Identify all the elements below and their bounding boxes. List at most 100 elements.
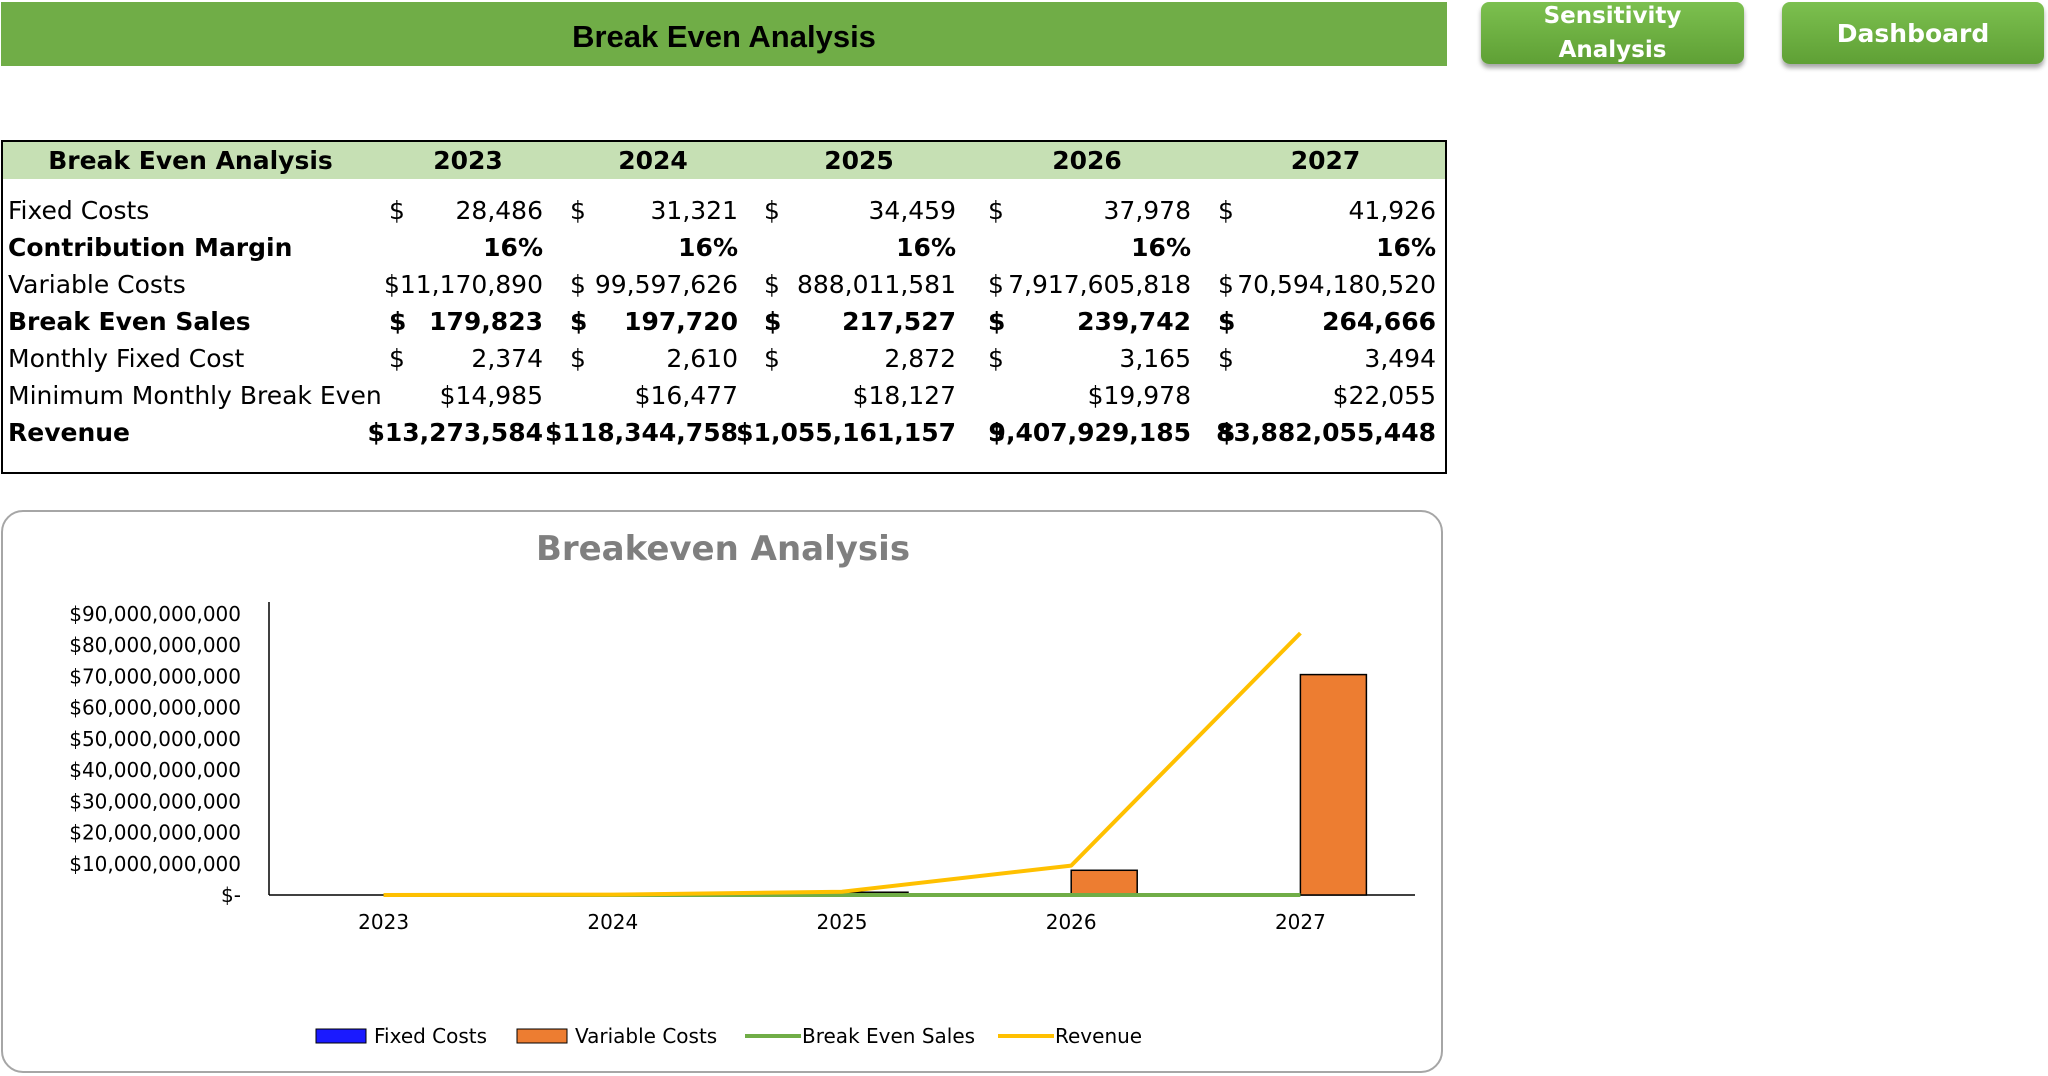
legend-swatch	[316, 1029, 366, 1043]
x-tick-label: 2027	[1275, 910, 1326, 934]
sensitivity-analysis-button[interactable]: Sensitivity Analysis	[1481, 2, 1744, 64]
line-revenue	[384, 633, 1301, 895]
table-cell: $22,055	[1218, 377, 1436, 414]
table-cell: $9,407,929,185	[988, 414, 1191, 451]
table-cell: $18,127	[764, 377, 956, 414]
table-cell: $37,978	[988, 192, 1191, 229]
table-cell: $3,494	[1218, 340, 1436, 377]
currency-symbol: $	[988, 303, 1005, 340]
cell-value: 179,823	[429, 303, 543, 340]
table-cell: $14,985	[389, 377, 543, 414]
row-label: Contribution Margin	[8, 229, 292, 266]
x-tick-label: 2023	[358, 910, 409, 934]
cell-value: 41,926	[1349, 192, 1436, 229]
table-row: Contribution Margin 16% 16% 16% 16% 16%	[3, 229, 1445, 266]
table-cell: 16%	[988, 229, 1191, 266]
table-row: Minimum Monthly Break Even $14,985 $16,477…	[3, 377, 1445, 414]
row-label: Minimum Monthly Break Even	[8, 377, 382, 414]
legend-label: Variable Costs	[575, 1024, 717, 1048]
table-cell: $83,882,055,448	[1218, 414, 1436, 451]
cell-value: 888,011,581	[797, 266, 956, 303]
currency-symbol: $	[389, 303, 406, 340]
table-cell: $3,165	[988, 340, 1191, 377]
cell-value: 28,486	[456, 192, 543, 229]
cell-value: $14,985	[440, 377, 543, 414]
table-row: Break Even Sales $179,823 $197,720 $217,527…	[3, 303, 1445, 340]
currency-symbol: $	[988, 340, 1004, 377]
cell-value: 70,594,180,520	[1237, 266, 1436, 303]
legend-label: Fixed Costs	[374, 1024, 487, 1048]
sensitivity-button-label-2: Analysis	[1544, 33, 1682, 67]
table-cell: 16%	[1218, 229, 1436, 266]
cell-value: 16%	[483, 229, 543, 266]
sensitivity-button-label-1: Sensitivity	[1544, 0, 1682, 33]
x-tick-label: 2026	[1046, 910, 1097, 934]
cell-value: 16%	[678, 229, 738, 266]
page-title: Break Even Analysis	[1, 2, 1447, 66]
row-label: Break Even Sales	[8, 303, 251, 340]
cell-value: $118,344,758	[545, 414, 738, 451]
cell-value: 239,742	[1077, 303, 1191, 340]
row-label: Fixed Costs	[8, 192, 149, 229]
table-cell: $2,872	[764, 340, 956, 377]
table-cell: $197,720	[570, 303, 738, 340]
table-cell: $99,597,626	[570, 266, 738, 303]
table-cell: $41,926	[1218, 192, 1436, 229]
dashboard-button[interactable]: Dashboard	[1782, 2, 2044, 64]
currency-symbol: $	[764, 340, 780, 377]
cell-value: 3,494	[1364, 340, 1436, 377]
cell-value: 2,610	[666, 340, 738, 377]
chart-svg: Breakeven Analysis $-$10,000,000,000$20,…	[3, 512, 1441, 1071]
legend-label: Revenue	[1055, 1024, 1142, 1048]
cell-value: $1,055,161,157	[736, 414, 956, 451]
dashboard-button-label: Dashboard	[1837, 19, 1989, 48]
currency-symbol: $	[570, 340, 586, 377]
year-header: 2024	[558, 142, 748, 179]
table-cell: $118,344,758	[570, 414, 738, 451]
bar-variable-costs	[1071, 870, 1137, 895]
cell-value: 99,597,626	[595, 266, 738, 303]
table-cell: 16%	[570, 229, 738, 266]
currency-symbol: $	[764, 266, 780, 303]
y-tick-label: $20,000,000,000	[69, 821, 241, 845]
table-cell: $239,742	[988, 303, 1191, 340]
table-cell: $217,527	[764, 303, 956, 340]
table-cell: $1,055,161,157	[764, 414, 956, 451]
table-cell: $28,486	[389, 192, 543, 229]
chart-title: Breakeven Analysis	[536, 529, 910, 569]
cell-value: $13,273,584	[367, 414, 543, 451]
year-header: 2025	[748, 142, 970, 179]
cell-value: 34,459	[869, 192, 956, 229]
legend-swatch	[517, 1029, 567, 1043]
bar-variable-costs	[1300, 675, 1366, 895]
currency-symbol: $	[570, 192, 586, 229]
row-label: Revenue	[8, 414, 130, 451]
table-cell: $34,459	[764, 192, 956, 229]
cell-value: 16%	[1376, 229, 1436, 266]
table-cell: $264,666	[1218, 303, 1436, 340]
table-header-label: Break Even Analysis	[3, 142, 378, 179]
table-row: Revenue $13,273,584 $118,344,758 $1,055,161…	[3, 414, 1445, 451]
title-bar: Break Even Analysis	[1, 2, 1447, 66]
y-tick-label: $80,000,000,000	[69, 633, 241, 657]
currency-symbol: $	[764, 303, 781, 340]
table-cell: $2,374	[389, 340, 543, 377]
x-tick-label: 2024	[587, 910, 638, 934]
table-cell: 16%	[764, 229, 956, 266]
cell-value: $11,170,890	[384, 266, 543, 303]
table-row: Monthly Fixed Cost$2,374$2,610$2,872$3,1…	[3, 340, 1445, 377]
breakeven-chart: Breakeven Analysis $-$10,000,000,000$20,…	[1, 510, 1443, 1073]
table-cell: $888,011,581	[764, 266, 956, 303]
table-cell: $7,917,605,818	[988, 266, 1191, 303]
currency-symbol: $	[389, 192, 405, 229]
table-cell: $11,170,890	[389, 266, 543, 303]
cell-value: 264,666	[1322, 303, 1436, 340]
cell-value: $16,477	[635, 377, 738, 414]
legend-label: Break Even Sales	[802, 1024, 975, 1048]
y-tick-label: $30,000,000,000	[69, 789, 241, 813]
currency-symbol: $	[389, 340, 405, 377]
table-cell: $19,978	[988, 377, 1191, 414]
currency-symbol: $	[1218, 303, 1235, 340]
currency-symbol: $	[570, 266, 586, 303]
currency-symbol: $	[1218, 266, 1234, 303]
